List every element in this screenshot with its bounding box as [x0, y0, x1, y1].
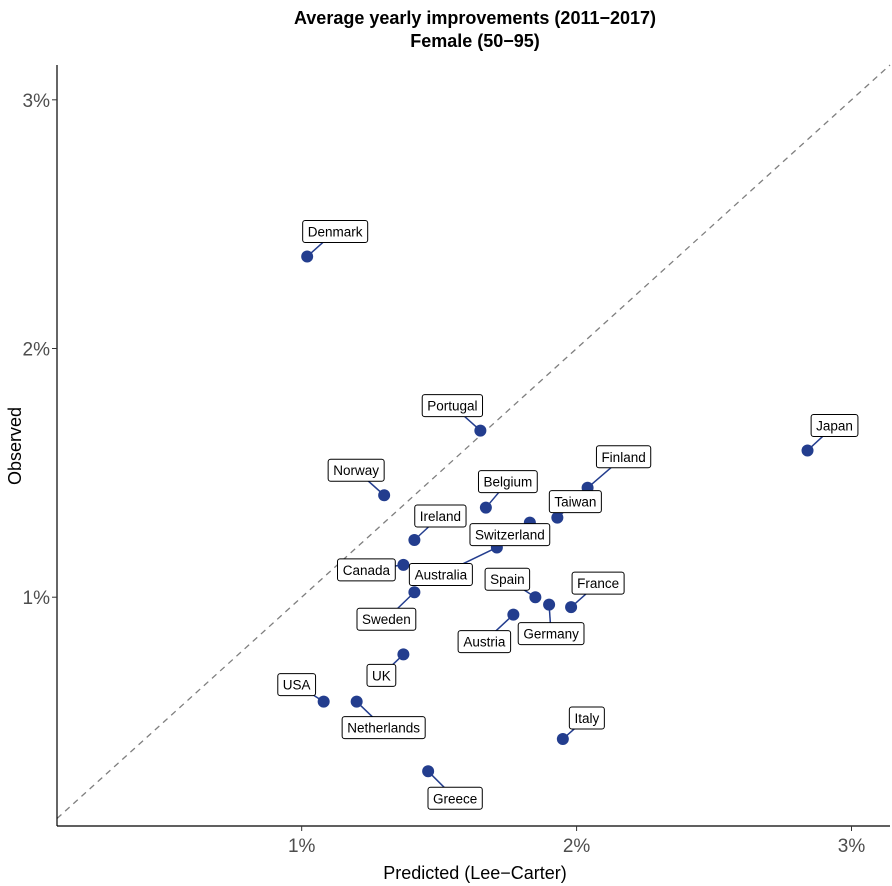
country-label: Belgium	[483, 475, 532, 490]
point-label: Denmark	[302, 219, 369, 243]
point-label: Norway	[327, 458, 385, 482]
data-point	[397, 558, 410, 571]
label-box	[366, 663, 397, 687]
label-box	[810, 413, 859, 437]
label-box	[571, 571, 625, 595]
point-label: Austria	[457, 630, 512, 654]
label-box	[477, 470, 538, 494]
point-label: Germany	[517, 622, 585, 646]
data-point	[474, 424, 487, 437]
x-tick-label: 1%	[288, 836, 316, 857]
data-point	[479, 501, 492, 514]
point-label: Taiwan	[548, 490, 602, 514]
data-point	[507, 608, 520, 621]
label-box	[484, 567, 531, 591]
country-label: Sweden	[362, 612, 411, 627]
country-label: Greece	[433, 791, 477, 806]
label-box	[457, 630, 512, 654]
country-label: Japan	[816, 418, 853, 433]
country-label: UK	[372, 668, 391, 683]
point-label: Italy	[568, 706, 605, 730]
country-label: Austria	[463, 635, 506, 650]
country-label: Germany	[523, 627, 579, 642]
chart-title: Average yearly improvements (2011−2017)	[294, 8, 656, 28]
chart-subtitle: Female (50−95)	[410, 31, 540, 51]
label-box	[408, 562, 473, 586]
country-label: Taiwan	[554, 495, 596, 510]
point-label: Netherlands	[341, 716, 426, 740]
data-point	[801, 444, 814, 457]
data-point	[543, 598, 556, 611]
country-label: Australia	[415, 567, 468, 582]
reference-line	[56, 64, 891, 820]
x-tick-label: 2%	[563, 836, 591, 857]
data-point	[378, 489, 391, 502]
label-box	[469, 523, 551, 547]
label-box	[414, 504, 467, 528]
point-label: Portugal	[421, 394, 484, 418]
point-label: Sweden	[356, 607, 417, 631]
data-point	[551, 511, 564, 524]
point-label: USA	[277, 673, 317, 697]
point-label: Finland	[595, 445, 652, 469]
label-box	[337, 558, 396, 582]
point-label: Spain	[484, 567, 531, 591]
point-label: UK	[366, 663, 397, 687]
data-point	[397, 648, 410, 661]
y-tick-label: 1%	[23, 588, 51, 609]
point-label: Greece	[427, 786, 483, 810]
country-label: Norway	[333, 463, 379, 478]
country-label: Denmark	[308, 224, 363, 239]
label-box	[421, 394, 484, 418]
data-point	[529, 591, 542, 604]
label-box	[277, 673, 317, 697]
label-box	[341, 716, 426, 740]
point-label: France	[571, 571, 625, 595]
country-label: Netherlands	[347, 721, 420, 736]
plot-area: 1% 2% 3% 1% 2% 3% Denmark Portugal Japan Finland N…	[23, 64, 891, 857]
country-label: France	[577, 576, 619, 591]
data-point	[408, 534, 421, 547]
point-label: Canada	[337, 558, 396, 582]
y-axis-title: Observed	[5, 407, 25, 485]
country-label: USA	[283, 678, 311, 693]
label-box	[568, 706, 605, 730]
country-label: Ireland	[420, 509, 461, 524]
data-point	[350, 695, 363, 708]
point-label: Australia	[408, 562, 473, 586]
country-label: Finland	[601, 450, 645, 465]
data-point	[301, 250, 314, 263]
data-point	[422, 765, 435, 778]
label-box	[517, 622, 585, 646]
x-tick-label: 3%	[838, 836, 866, 857]
country-label: Canada	[343, 563, 391, 578]
label-box	[427, 786, 483, 810]
country-label: Switzerland	[475, 528, 545, 543]
data-point	[565, 601, 578, 614]
data-point	[556, 732, 569, 745]
y-tick-label: 2%	[23, 340, 51, 361]
label-box	[302, 219, 369, 243]
country-label: Italy	[574, 711, 599, 726]
point-label: Switzerland	[469, 523, 551, 547]
y-tick-label: 3%	[23, 91, 51, 112]
point-label: Ireland	[414, 504, 467, 528]
label-box	[327, 458, 385, 482]
country-label: Spain	[490, 572, 525, 587]
data-point	[317, 695, 330, 708]
data-point	[408, 586, 421, 599]
point-label: Japan	[810, 413, 859, 437]
label-box	[595, 445, 652, 469]
label-box	[548, 490, 602, 514]
label-box	[356, 607, 417, 631]
x-axis-title: Predicted (Lee−Carter)	[383, 863, 567, 883]
country-label: Portugal	[427, 399, 477, 414]
point-label: Belgium	[477, 470, 538, 494]
